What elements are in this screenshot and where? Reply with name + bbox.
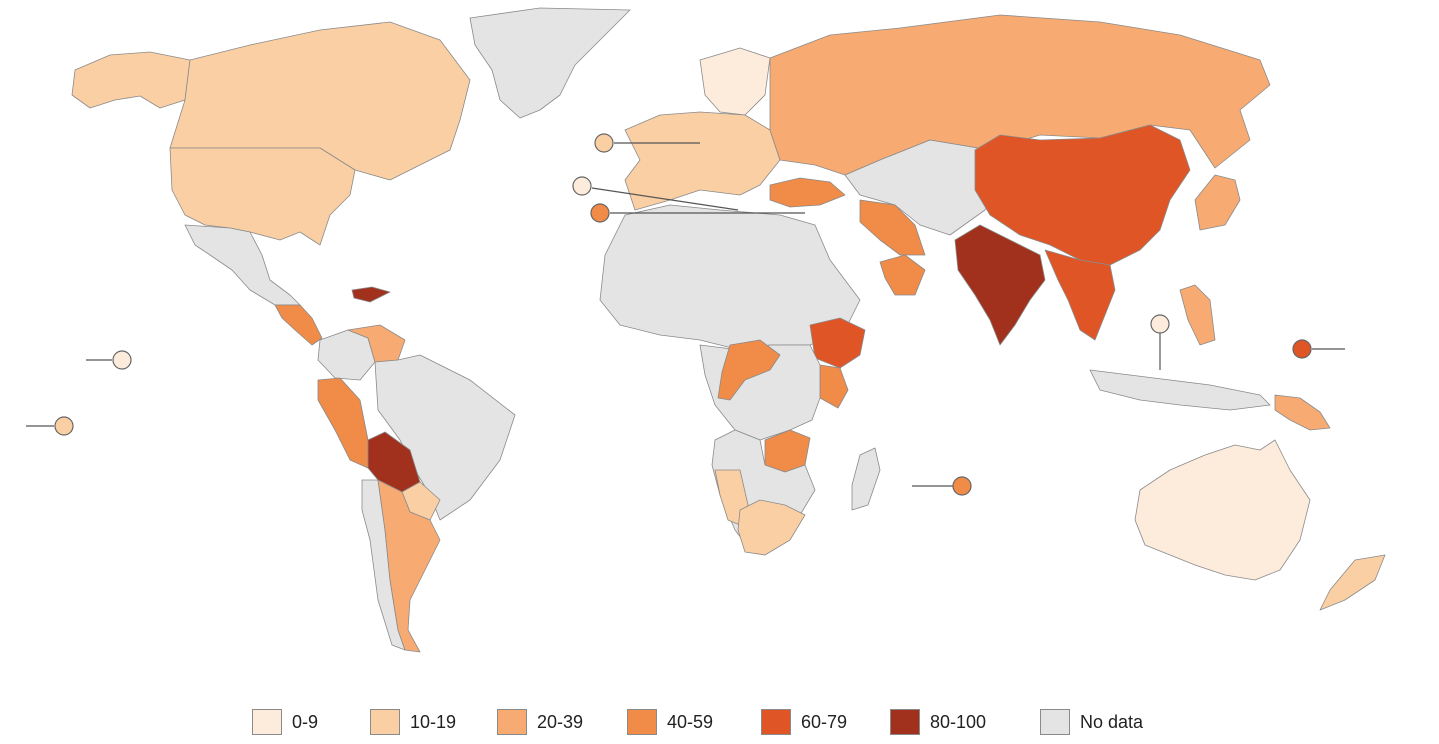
- region-australia: [1134, 439, 1311, 581]
- legend-swatch: [761, 709, 791, 735]
- region-nordics: [699, 47, 771, 116]
- region-western-europe: [624, 111, 781, 211]
- legend-label: No data: [1080, 711, 1144, 732]
- map-legend: 0-9 10-19 20-39 40-59 60-79 80-100 No data: [0, 700, 1439, 740]
- callout-europe-small-3: [590, 203, 610, 223]
- region-brazil: [374, 354, 516, 521]
- region-china: [974, 124, 1191, 266]
- legend-swatch: [1040, 709, 1070, 735]
- legend-item: No data: [1040, 708, 1143, 736]
- region-indonesia: [1089, 369, 1271, 411]
- legend-item: 0-9: [252, 708, 318, 736]
- region-caribbean: [351, 286, 391, 303]
- region-oman: [879, 254, 926, 296]
- legend-item: 40-59: [627, 708, 713, 736]
- legend-item: 80-100: [890, 708, 986, 736]
- region-alaska: [71, 51, 191, 109]
- callout-mauritius: [952, 476, 972, 496]
- region-papua-new-guinea: [1274, 394, 1331, 431]
- legend-item: 20-39: [497, 708, 583, 736]
- region-peru: [317, 377, 369, 469]
- region-ethiopia: [809, 317, 866, 369]
- region-turkey: [769, 177, 846, 208]
- legend-swatch: [497, 709, 527, 735]
- legend-swatch: [370, 709, 400, 735]
- region-japan: [1194, 174, 1241, 231]
- region-mainland-southeast-asia: [1044, 249, 1116, 341]
- legend-label: 40-59: [667, 711, 714, 732]
- callout-europe-small-2: [572, 176, 592, 196]
- callout-micronesia: [1292, 339, 1312, 359]
- region-kenya: [819, 364, 849, 409]
- legend-label: 20-39: [537, 711, 584, 732]
- legend-label: 60-79: [801, 711, 848, 732]
- callout-brunei: [1150, 314, 1170, 334]
- region-congo: [717, 339, 781, 401]
- legend-swatch: [890, 709, 920, 735]
- legend-item: 60-79: [761, 708, 847, 736]
- region-greenland: [469, 7, 631, 119]
- region-philippines: [1179, 284, 1216, 346]
- region-argentina: [377, 479, 441, 653]
- region-russia: [769, 14, 1271, 176]
- callout-europe-small-1: [594, 133, 614, 153]
- legend-item: 10-19: [370, 708, 456, 736]
- legend-label: 80-100: [930, 711, 987, 732]
- region-madagascar: [851, 447, 881, 511]
- region-iran: [859, 199, 926, 256]
- region-usa: [169, 147, 356, 246]
- region-central-asia: [844, 139, 1001, 236]
- region-new-zealand: [1319, 554, 1386, 611]
- region-south-africa: [737, 499, 806, 556]
- callout-pacific-south: [54, 416, 74, 436]
- world-choropleth-map: [26, 7, 1386, 653]
- region-central-america: [274, 304, 323, 346]
- legend-label: 10-19: [410, 711, 457, 732]
- legend-label: 0-9: [292, 711, 319, 732]
- legend-swatch: [252, 709, 282, 735]
- callout-europe-small-2-leader: [591, 187, 739, 211]
- region-india: [954, 224, 1046, 346]
- legend-swatch: [627, 709, 657, 735]
- callout-hawaii: [112, 350, 132, 370]
